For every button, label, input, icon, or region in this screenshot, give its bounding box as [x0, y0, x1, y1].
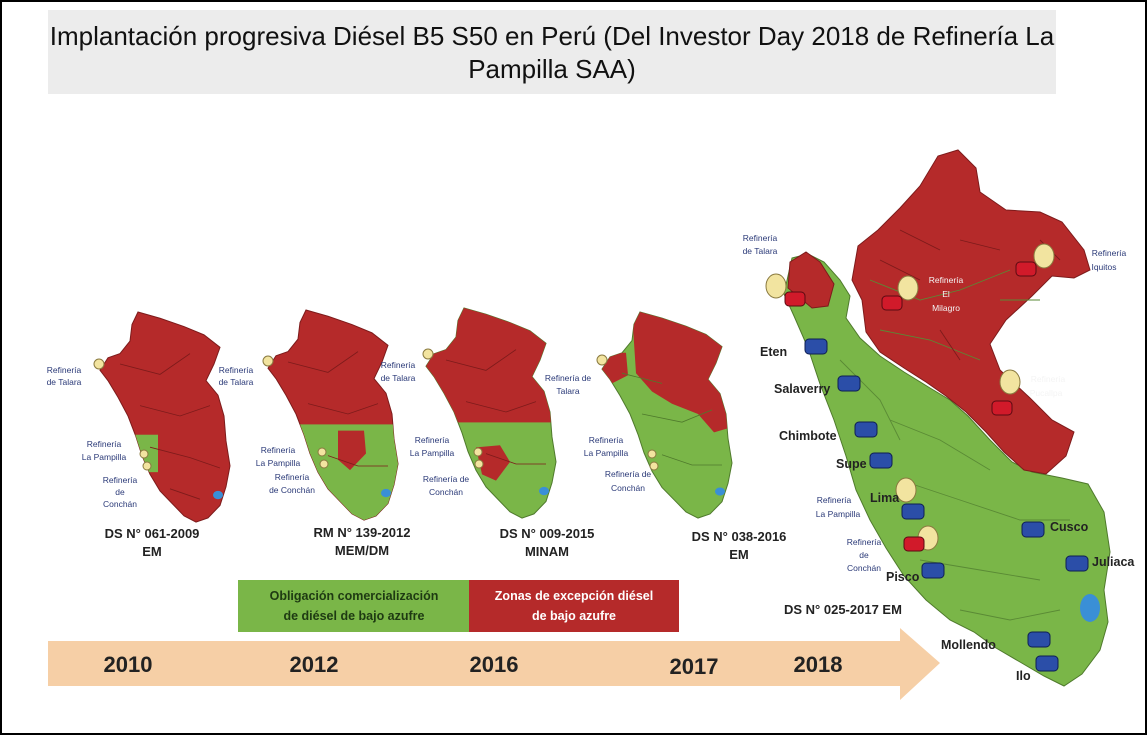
decree-label: MEM/DM: [335, 543, 389, 558]
refinery-label: Conchán: [429, 487, 463, 497]
terminal-label: Supe: [836, 457, 867, 471]
legend-exception-label: de bajo azufre: [532, 609, 616, 623]
terminal-label: Ilo: [1016, 669, 1031, 683]
map-2018: [783, 149, 1111, 687]
map-2012: [267, 309, 399, 521]
refinery-label: Refinería: [847, 537, 882, 547]
refinery-marker: [596, 354, 608, 366]
decree-label: DS N° 061-2009: [105, 526, 200, 541]
big-map-refineries: [765, 243, 1055, 551]
refinery-label: Conchán: [103, 499, 137, 509]
legend-exception-label: Zonas de excepción diésel: [495, 589, 653, 603]
refinery-label: La Pampilla: [256, 458, 301, 468]
decree-label: DS N° 009-2015: [500, 526, 595, 541]
year-label: 2016: [470, 652, 519, 677]
refinery-marker: [319, 459, 329, 469]
refinery-label: Refinería de: [423, 474, 470, 484]
refinery-label: de Talara: [743, 246, 778, 256]
refinery-label: de: [115, 487, 125, 497]
refinery-label: Refinería: [1092, 248, 1127, 258]
decree-label: DS N° 038-2016: [692, 529, 787, 544]
decree-label: DS N° 025-2017 EM: [784, 602, 902, 617]
refinery-label: La Pampilla: [82, 452, 127, 462]
refinery-label: de Talara: [381, 373, 416, 383]
decree-label: MINAM: [525, 544, 569, 559]
slide-title: Implantación progresiva Diésel B5 S50 en…: [49, 21, 1055, 84]
lake-titicaca: [1080, 594, 1100, 622]
legend-obligation-swatch: [238, 580, 469, 632]
refinery-label: Talara: [556, 386, 579, 396]
terminal-label: Salaverry: [774, 382, 830, 396]
refinery-label: Refinería: [103, 475, 138, 485]
refinery-label: Refinería: [589, 435, 624, 445]
refinery-label: Refinería de: [545, 373, 592, 383]
refinery-label: de: [859, 550, 869, 560]
refinery-marker: [262, 355, 274, 367]
refinery-label: Refinería: [743, 233, 778, 243]
refinery-label: Milagro: [932, 303, 960, 313]
refinery-tanks: [784, 261, 1037, 552]
refinery-label: de Conchán: [269, 485, 315, 495]
decree-label: EM: [729, 547, 749, 562]
legend-obligation-label: Obligación comercialización: [270, 589, 439, 603]
terminal-label: Lima: [870, 491, 900, 505]
legend: Obligación comercialización de diésel de…: [238, 580, 679, 632]
refinery-label: El: [942, 289, 950, 299]
terminal-label: Eten: [760, 345, 787, 359]
refinery-label: Refinería: [415, 435, 450, 445]
refinery-marker: [422, 348, 434, 360]
year-label: 2012: [290, 652, 339, 677]
terminal-label: Juliaca: [1092, 555, 1135, 569]
refinery-label: La Pampilla: [410, 448, 455, 458]
timeline-arrow: [48, 628, 940, 700]
region-exception-amazon: [851, 149, 1091, 475]
refinery-label: Refinería de: [605, 469, 652, 479]
terminal-tanks: [804, 338, 1089, 672]
year-label: 2010: [104, 652, 153, 677]
refinery-label: de Talara: [47, 377, 82, 387]
refinery-label: Pucallpa: [1030, 388, 1063, 398]
refinery-label: Refinería: [381, 360, 416, 370]
refinery-marker: [142, 461, 152, 471]
legend-exception-swatch: [469, 580, 679, 632]
refinery-label: Conchán: [847, 563, 881, 573]
legend-obligation-label: de diésel de bajo azufre: [283, 609, 424, 623]
refinery-label: Refinería: [219, 365, 254, 375]
refinery-marker: [649, 461, 659, 471]
refinery-marker: [473, 447, 483, 457]
refinery-label: Refinería: [47, 365, 82, 375]
refinery-label: Refinería: [275, 472, 310, 482]
refinery-label: Refinería: [87, 439, 122, 449]
decree-label: EM: [142, 544, 162, 559]
terminal-label: Chimbote: [779, 429, 837, 443]
terminal-label: Pisco: [886, 570, 920, 584]
refinery-label: Conchán: [611, 483, 645, 493]
refinery-marker: [139, 449, 149, 459]
refinery-marker: [93, 358, 105, 370]
refinery-label: Refinería: [929, 275, 964, 285]
refinery-label: de Talara: [219, 377, 254, 387]
refinery-label: La Pampilla: [584, 448, 629, 458]
terminal-label: Cusco: [1050, 520, 1089, 534]
refinery-marker: [647, 449, 657, 459]
refinery-label: Refinería: [1031, 374, 1066, 384]
year-label: 2017: [670, 654, 719, 679]
refinery-marker: [317, 447, 327, 457]
refinery-label: La Pampilla: [816, 509, 861, 519]
refinery-label: Refinería: [817, 495, 852, 505]
refinery-label: Refinería: [261, 445, 296, 455]
year-label: 2018: [794, 652, 843, 677]
map-2017: [601, 311, 733, 519]
terminal-label: Mollendo: [941, 638, 996, 652]
decree-label: RM N° 139-2012: [314, 525, 411, 540]
title-box: Implantación progresiva Diésel B5 S50 en…: [48, 10, 1056, 94]
refinery-marker: [474, 459, 484, 469]
refinery-label: Iquitos: [1091, 262, 1116, 272]
